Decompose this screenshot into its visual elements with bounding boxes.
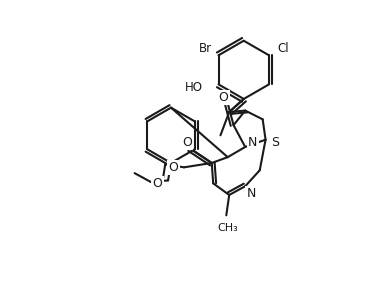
Text: O: O	[182, 136, 192, 149]
Text: O: O	[168, 161, 178, 174]
Text: O: O	[218, 91, 228, 104]
Text: HO: HO	[184, 81, 203, 94]
Text: N: N	[247, 187, 256, 200]
Text: O: O	[152, 177, 162, 190]
Text: CH₃: CH₃	[217, 223, 238, 233]
Text: S: S	[271, 136, 279, 149]
Text: Cl: Cl	[278, 42, 289, 54]
Text: Br: Br	[199, 42, 212, 54]
Text: N: N	[248, 136, 257, 149]
